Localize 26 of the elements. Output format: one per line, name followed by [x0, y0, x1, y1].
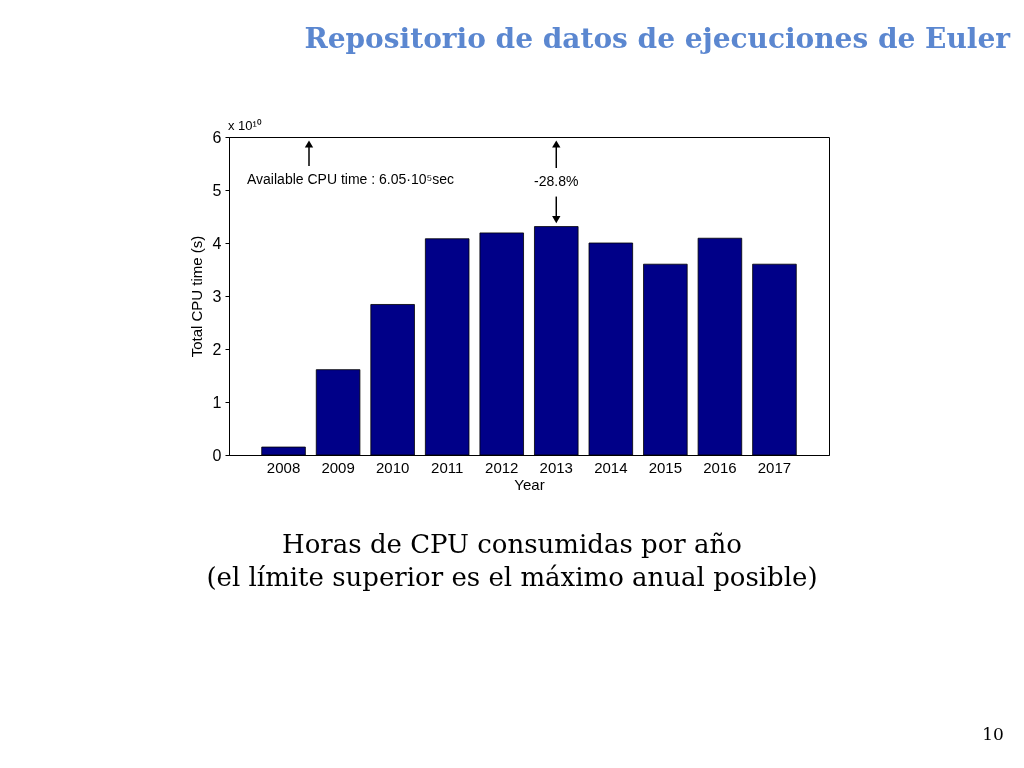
- chart-title: Repositorio de datos de ejecuciones de Euler: [304, 22, 1012, 55]
- y-tick-label: 0: [212, 446, 222, 464]
- text: (el límite superior es el máximo anual posible): [206, 562, 818, 592]
- x-tick-label: 2012: [485, 458, 519, 476]
- text: Horas de CPU consumidas por año: [282, 529, 742, 559]
- x-tick-label: 2014: [594, 458, 628, 476]
- x-tick-label: 2013: [539, 458, 573, 476]
- y-tick-label: 4: [212, 234, 222, 252]
- annotation: -28.8%: [534, 173, 579, 189]
- annotation: Available CPU time : 6.05·10⁵sec: [247, 171, 455, 187]
- x-tick-label: 2015: [648, 458, 683, 476]
- x-tick-label: 2010: [375, 458, 410, 476]
- y-axis-title: Total CPU time (s): [187, 235, 205, 358]
- y-tick-label: 3: [212, 287, 222, 305]
- x-tick-label: 2008: [266, 458, 301, 476]
- x-tick-label: 2017: [757, 458, 792, 476]
- x-tick-label: 2016: [703, 458, 737, 476]
- y-tick-label: 2: [212, 340, 222, 358]
- y-tick-label: 5: [212, 181, 222, 199]
- text: 10: [982, 724, 1004, 744]
- x-axis-title: Year: [514, 475, 545, 493]
- text: x 10¹⁰: [228, 118, 262, 133]
- y-tick-label: 6: [212, 128, 222, 146]
- x-tick-label: 2009: [321, 458, 355, 476]
- y-tick-label: 1: [212, 393, 222, 411]
- x-tick-label: 2011: [431, 458, 464, 476]
